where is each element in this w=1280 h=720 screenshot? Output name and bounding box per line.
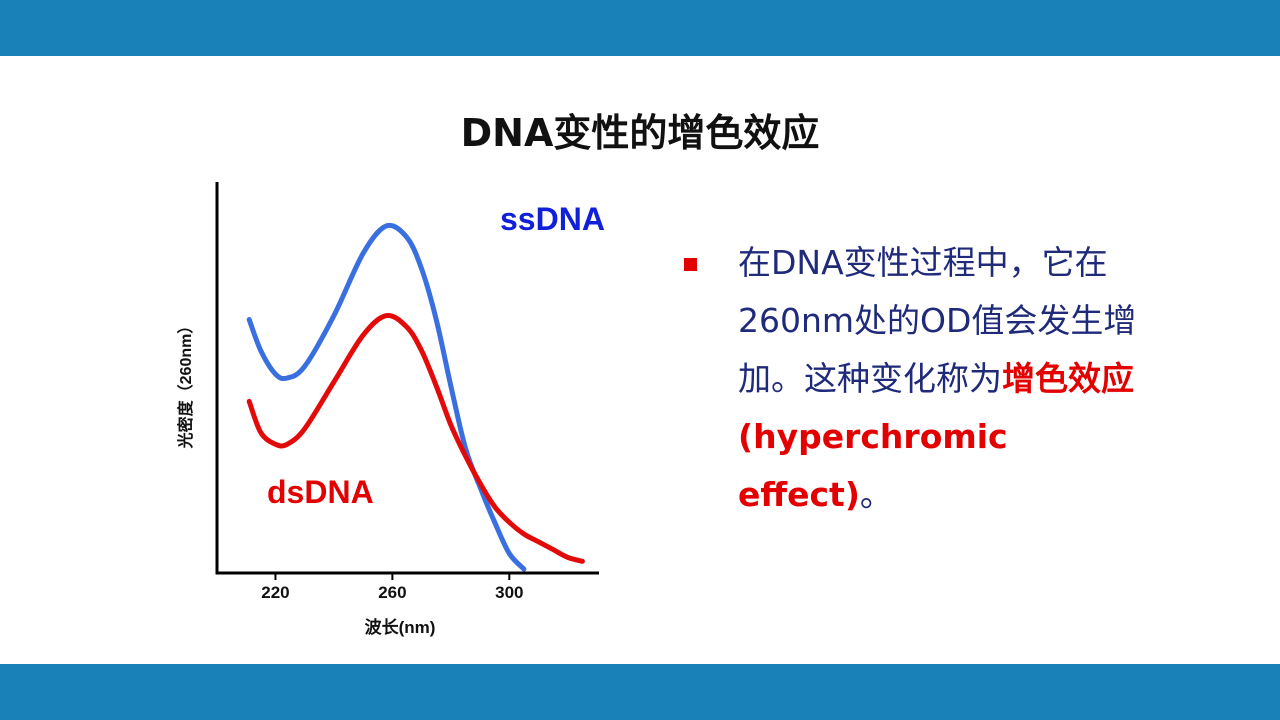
series-line-dsdna bbox=[246, 312, 585, 564]
slide-title: DNA变性的增色效应 bbox=[460, 111, 820, 155]
bottom-accent-bar bbox=[0, 664, 1280, 720]
series-label-ssdna: ssDNA bbox=[500, 201, 605, 237]
y-axis-title: 光密度（260nm） bbox=[176, 318, 195, 450]
x-tick-label: 220 bbox=[261, 583, 289, 602]
absorbance-chart: 220 260 300 波长(nm) 光密度（260nm） ssDNA dsDNA bbox=[176, 182, 605, 637]
square-bullet-icon bbox=[684, 258, 697, 271]
bullet-text: 在DNA变性过程中，它在260nm处的OD值会发生增加。这种变化称为 bbox=[738, 243, 1137, 398]
x-tick-label: 300 bbox=[495, 583, 523, 602]
hyperchromic-highlight: 增色效应 (hyperchromic effect) bbox=[738, 359, 1134, 514]
x-tick-label: 260 bbox=[378, 583, 406, 602]
top-accent-bar bbox=[0, 0, 1280, 56]
bullet-paragraph: 在DNA变性过程中，它在260nm处的OD值会发生增加。这种变化称为增色效应 (… bbox=[738, 234, 1168, 524]
series-line-ssdna bbox=[246, 222, 527, 572]
series-label-dsdna: dsDNA bbox=[267, 474, 374, 510]
bullet-text-end: 。 bbox=[859, 475, 893, 514]
x-axis-title: 波长(nm) bbox=[365, 617, 436, 637]
